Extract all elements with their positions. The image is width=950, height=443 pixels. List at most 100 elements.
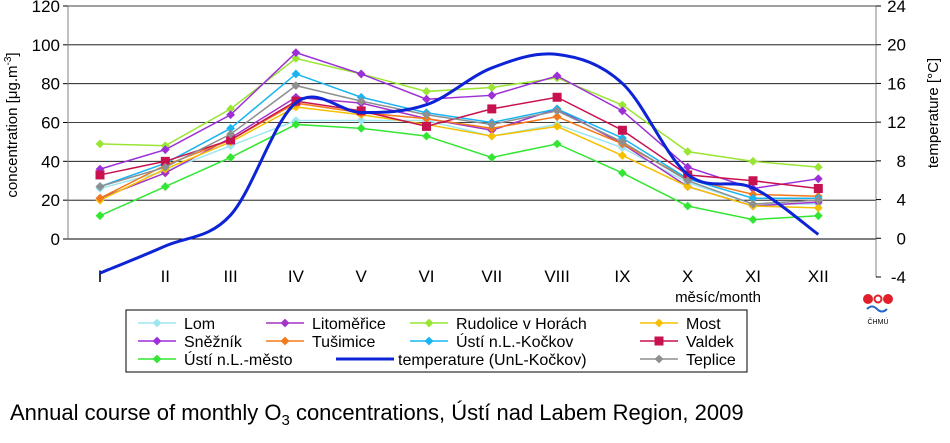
data-point bbox=[424, 318, 434, 328]
legend-item: Lom bbox=[138, 316, 215, 333]
x-tick-label: IX bbox=[614, 267, 630, 286]
y-tick-label: 20 bbox=[41, 191, 60, 210]
series-teplice bbox=[95, 81, 823, 209]
temperature-layer bbox=[99, 52, 820, 275]
data-point bbox=[160, 182, 170, 191]
x-tick-label: V bbox=[356, 267, 368, 286]
series-line bbox=[99, 106, 819, 209]
data-point bbox=[813, 211, 823, 221]
logo-dot-left bbox=[863, 294, 873, 304]
series-line bbox=[99, 73, 819, 199]
data-point bbox=[422, 121, 431, 131]
legend: Lom Litoměřice Rudolice v Horách Most Sněžní… bbox=[125, 309, 748, 373]
data-point bbox=[813, 174, 823, 184]
y-tick-label: 100 bbox=[32, 36, 60, 55]
data-point bbox=[654, 318, 664, 328]
x-tick-label: I bbox=[98, 267, 103, 286]
y2-tick-label: 16 bbox=[887, 74, 906, 93]
x-tick-label: VI bbox=[418, 267, 434, 286]
legend-item: Teplice bbox=[640, 352, 736, 369]
y2-tick-label: 8 bbox=[897, 152, 906, 171]
x-tick-label: IV bbox=[288, 267, 305, 286]
data-point bbox=[226, 123, 235, 133]
x-tick-label: VIII bbox=[544, 267, 570, 286]
data-point bbox=[813, 162, 823, 172]
data-point bbox=[422, 87, 431, 96]
data-point bbox=[487, 131, 497, 141]
data-point bbox=[95, 182, 105, 191]
legend-label: Rudolice v Horách bbox=[456, 316, 587, 333]
data-point bbox=[618, 168, 627, 178]
y-tick-label: 0 bbox=[51, 230, 60, 249]
series-line bbox=[99, 84, 819, 205]
legend-label: Sněžník bbox=[184, 334, 243, 351]
data-point bbox=[95, 211, 105, 221]
data-point bbox=[356, 106, 366, 116]
data-point bbox=[291, 48, 301, 57]
data-point bbox=[618, 100, 627, 110]
data-point bbox=[487, 120, 497, 129]
series-line bbox=[99, 123, 819, 221]
series-litom-ice bbox=[95, 92, 823, 211]
legend-item: temperature (UnL-Kočkov) bbox=[336, 352, 587, 369]
legend-item: Valdek bbox=[640, 334, 735, 351]
data-point bbox=[152, 318, 162, 328]
series-line bbox=[99, 96, 819, 190]
legend-label: Litoměřice bbox=[312, 316, 386, 333]
data-point bbox=[618, 137, 627, 147]
data-point bbox=[160, 145, 170, 155]
data-point bbox=[683, 162, 693, 172]
data-point bbox=[813, 203, 823, 213]
data-point bbox=[748, 176, 758, 186]
legend-label: Most bbox=[686, 316, 721, 333]
data-point bbox=[748, 193, 758, 203]
legend-label: Ústí n.L.-město bbox=[184, 350, 293, 369]
chmu-logo: ČHMÚ bbox=[863, 294, 893, 326]
y2-axis-title: temperature [°C] bbox=[925, 58, 942, 168]
legend-item: Sněžník bbox=[138, 334, 243, 351]
data-point bbox=[552, 92, 562, 102]
y2-tick-label: -4 bbox=[891, 268, 906, 287]
data-point bbox=[487, 104, 497, 114]
data-point bbox=[748, 215, 758, 224]
x-axis: I II III IV V VI VII VIII IX X XI XII bbox=[98, 267, 829, 286]
caption-text-end: concentrations, Ústí nad Labem Region, 2… bbox=[289, 400, 744, 425]
data-point bbox=[654, 336, 664, 346]
y-axis-title: concentration [μg.m-3] bbox=[3, 52, 21, 197]
data-point bbox=[552, 106, 562, 116]
x-tick-label: III bbox=[224, 267, 238, 286]
data-point bbox=[226, 129, 235, 139]
y2-tick-label: 24 bbox=[887, 0, 906, 16]
data-point bbox=[160, 156, 170, 166]
data-point bbox=[748, 156, 758, 166]
series-line bbox=[99, 119, 819, 205]
series-sn-n-k bbox=[95, 48, 823, 193]
data-point bbox=[813, 184, 823, 194]
legend-label: Ústí n.L.-Kočkov bbox=[456, 332, 573, 351]
data-point bbox=[552, 71, 562, 81]
legend-item: Tušimice bbox=[266, 334, 376, 351]
data-point bbox=[654, 354, 664, 364]
x-tick-label: XII bbox=[808, 267, 829, 286]
series--st-n-l-m-sto bbox=[95, 120, 823, 224]
legend-item: Most bbox=[640, 316, 721, 333]
data-point bbox=[618, 151, 627, 160]
legend-label: Lom bbox=[184, 316, 215, 333]
data-point bbox=[152, 336, 162, 346]
data-point bbox=[683, 176, 693, 186]
y-tick-label: 120 bbox=[32, 0, 60, 16]
series-valdek bbox=[95, 92, 823, 194]
data-point bbox=[95, 193, 105, 203]
data-point bbox=[226, 153, 235, 162]
data-point bbox=[748, 199, 758, 209]
legend-label: Valdek bbox=[686, 334, 735, 351]
y-tick-label: 60 bbox=[41, 114, 60, 133]
figure-caption: Annual course of monthly O3 concentratio… bbox=[10, 400, 744, 428]
legend-item: Ústí n.L.-město bbox=[138, 350, 293, 369]
data-point bbox=[356, 123, 366, 133]
data-point bbox=[424, 336, 434, 346]
data-point bbox=[291, 120, 301, 129]
data-point bbox=[683, 147, 693, 157]
legend-item: Ústí n.L.-Kočkov bbox=[410, 332, 573, 351]
